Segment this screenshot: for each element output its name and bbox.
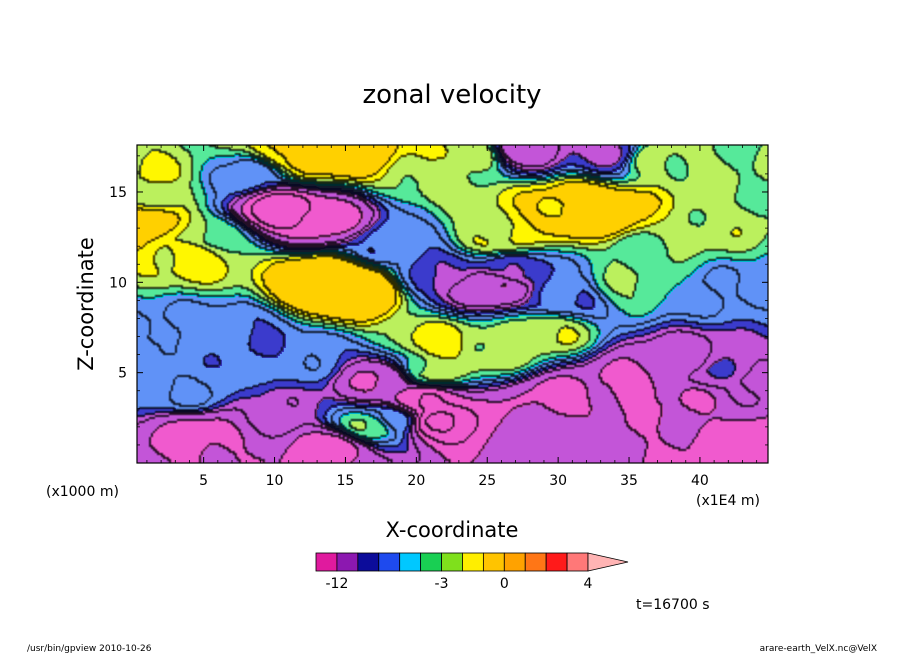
y-axis: 5 10 15 [109, 155, 768, 446]
colorbar: -12 -3 0 4 [315, 552, 629, 592]
footer-left: /usr/bin/gpview 2010-10-26 [27, 644, 152, 654]
colorbar-segment [566, 552, 589, 572]
x-tick-label: 35 [620, 473, 638, 489]
y-tick-label: 10 [109, 275, 127, 291]
x-tick-label: 10 [266, 473, 284, 489]
y-axis-label: Z-coordinate [74, 237, 98, 371]
x-unit-left: (x1000 m) [46, 484, 119, 500]
x-tick-label: 25 [478, 473, 496, 489]
colorbar-label: -12 [325, 576, 348, 592]
colorbar-label: -3 [435, 576, 449, 592]
x-tick-label: 5 [199, 473, 208, 489]
colorbar-segment [441, 552, 463, 572]
contour-lines [137, 145, 768, 463]
colorbar-segment [420, 552, 442, 572]
colorbar-segment [315, 552, 338, 572]
colorbar-label: 0 [500, 576, 509, 592]
colorbar-segment [524, 552, 547, 572]
colorbar-extension [587, 552, 629, 572]
chart-title: zonal velocity [362, 80, 541, 110]
colorbar-segment [462, 552, 484, 572]
time-label: t=16700 s [636, 597, 710, 613]
y-tick-label: 15 [109, 185, 127, 201]
colorbar-segment [545, 552, 568, 572]
y-tick-label: 5 [118, 366, 127, 382]
colorbar-segment [399, 552, 422, 572]
x-tick-label: 15 [337, 473, 355, 489]
plot-frame [136, 144, 769, 464]
x-tick-label: 30 [549, 473, 567, 489]
x-axis: 5 10 15 20 25 30 35 40 [146, 145, 758, 489]
plot-area [137, 145, 768, 463]
colorbar-segment [482, 552, 505, 572]
x-unit-right: (x1E4 m) [696, 493, 760, 509]
colorbar-segment [503, 552, 526, 572]
x-tick-label: 20 [407, 473, 425, 489]
colorbar-segment [336, 552, 359, 572]
footer-right: arare-earth_VelX.nc@VelX [760, 644, 877, 654]
colorbar-label: 4 [584, 576, 593, 592]
colorbar-segment [357, 552, 380, 572]
x-tick-label: 40 [691, 473, 709, 489]
x-axis-label: X-coordinate [386, 518, 519, 542]
colorbar-segment [378, 552, 401, 572]
